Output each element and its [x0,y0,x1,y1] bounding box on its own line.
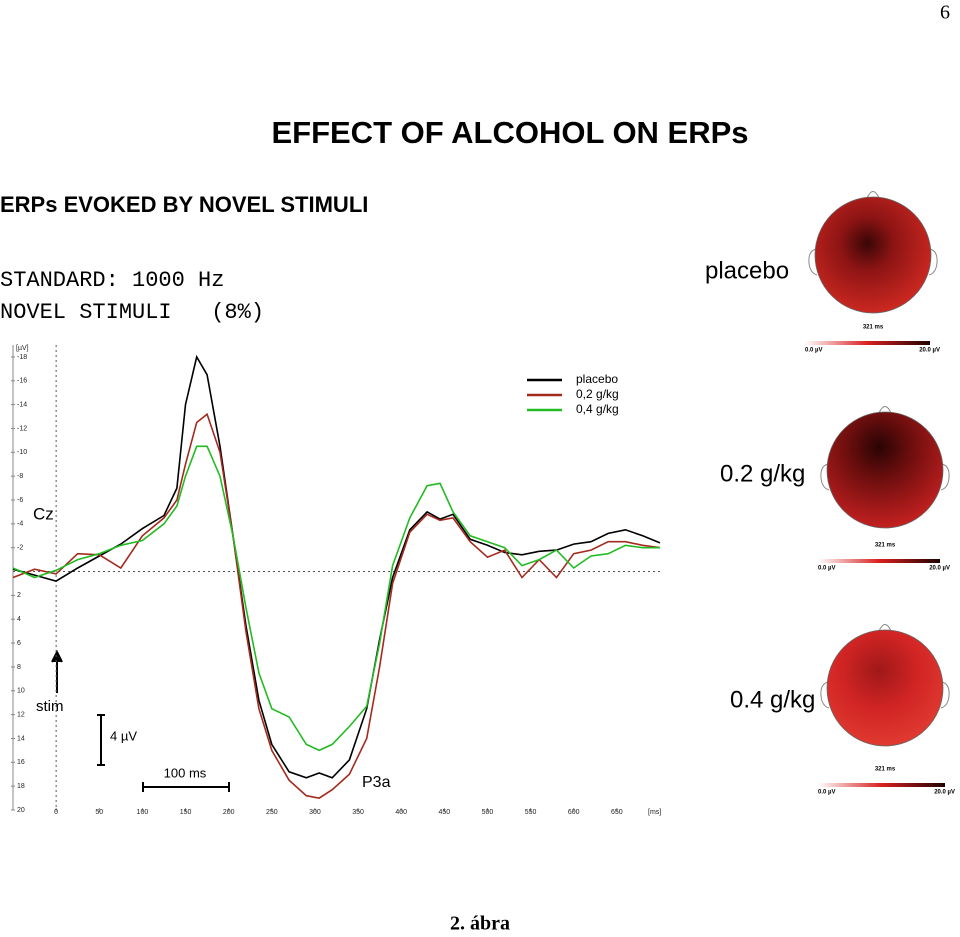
x-tick-label: 250 [266,809,278,816]
y-tick-label: -14 [17,401,27,408]
topomap-label: 0.2 g/kg [720,460,805,487]
x-tick-label: 650 [611,809,623,816]
y-tick-label: 12 [17,711,25,718]
series-line [12,354,661,779]
topomap-time: 321 ms [875,543,896,549]
legend-label: 0,2 g/kg [576,387,619,401]
legend-label: placebo [576,372,618,386]
y-tick-label: 14 [17,735,25,742]
stimulus-line: STANDARD: 1000 Hz [0,268,224,293]
colorbar-max: 20.0 µV [934,790,955,796]
head-outline [820,624,950,709]
colorbar [818,783,945,787]
y-tick-label: -16 [17,378,27,385]
stim-label: stim [36,698,64,715]
colorbar-min: 0.0 µV [805,348,822,354]
y-tick-label: 6 [17,640,21,647]
x-tick-label: 200 [223,809,235,816]
x-tick-label: 100 [137,809,149,816]
colorbar [818,559,940,563]
legend-label: 0,4 g/kg [576,402,619,416]
x-tick-label: 300 [309,809,321,816]
x-tick-label: 450 [438,809,450,816]
y-tick-label: -18 [17,354,27,361]
colorbar-min: 0.0 µV [818,790,835,796]
page-number: 6 [940,2,950,24]
electrode-label: Cz [33,504,54,523]
x-tick-label: 550 [525,809,537,816]
y-tick-label: 16 [17,759,25,766]
series-line [12,445,660,752]
caption: 2. ábra [450,913,510,935]
y-tick-label: -10 [17,449,27,456]
subtitle: ERPs EVOKED BY NOVEL STIMULI [0,192,368,217]
colorbar-max: 20.0 µV [919,348,940,354]
head-outline [808,191,938,276]
time-scale-label: 100 ms [164,765,207,780]
colorbar [805,341,930,345]
x-tick-label: 350 [352,809,364,816]
component-label: P3a [362,774,391,791]
head-map [814,196,932,314]
x-tick-label: 50 [95,809,103,816]
x-tick-label: 0 [54,809,58,816]
x-tick-label: 150 [180,809,192,816]
head-map [826,411,944,529]
y-tick-label: 18 [17,783,25,790]
y-tick-label: 8 [17,664,21,671]
stimulus-line: NOVEL STIMULI (8%) [0,300,264,325]
colorbar-max: 20.0 µV [929,566,950,572]
head-outline [820,406,950,491]
scale-bars [51,649,230,792]
y-tick-label: -8 [17,473,23,480]
x-tick-label: 500 [482,809,494,816]
title: EFFECT OF ALCOHOL ON ERPs [271,115,748,150]
topomap-label: 0.4 g/kg [730,686,815,713]
y-tick-label: -4 [17,521,23,528]
x-unit: [ms] [648,809,661,816]
topomaps: placebo 321 ms 0.0 µV 20.0 µV 0.2 g/kg 321 ms… [705,191,955,796]
x-tick-label: 600 [568,809,580,816]
y-tick-label: -2 [17,545,23,552]
y-tick-label: 10 [17,688,25,695]
y-unit: [µV] [16,345,29,352]
series-line [12,412,661,799]
topomap-time: 321 ms [875,767,896,773]
head-map [826,629,944,747]
colorbar-min: 0.0 µV [818,566,835,572]
topomap-label: placebo [705,257,789,284]
y-tick-label: 4 [17,616,21,623]
y-tick-label: -12 [17,425,27,432]
y-tick-label: 20 [17,807,25,814]
amplitude-scale-label: 4 µV [110,728,137,743]
y-tick-label: 2 [17,592,21,599]
y-tick-label: -6 [17,497,23,504]
topomap-time: 321 ms [863,325,884,331]
x-tick-label: 400 [395,809,407,816]
